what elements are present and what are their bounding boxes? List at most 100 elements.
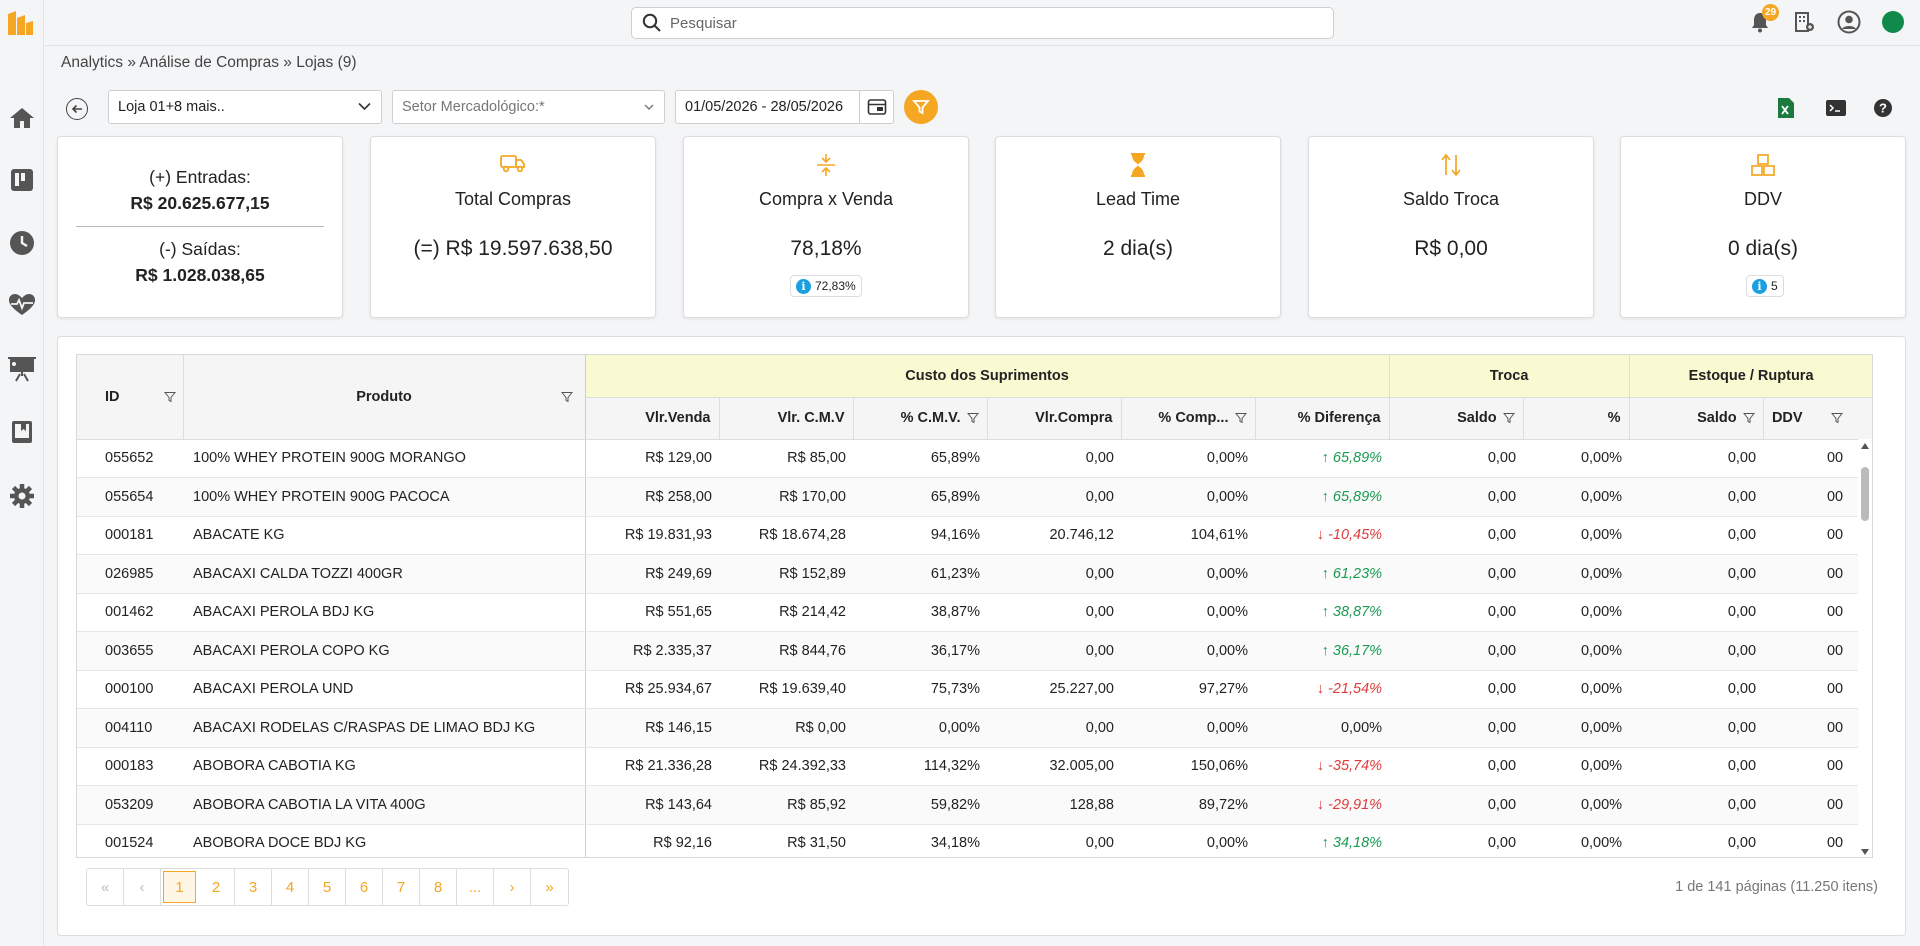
cell-pct-diferenca: ↑ 34,18% [1255, 824, 1390, 857]
filter-icon[interactable] [1502, 412, 1515, 424]
page-button[interactable]: 3 [235, 869, 272, 905]
cell-vlr-venda: R$ 258,00 [585, 477, 719, 517]
filter-icon[interactable] [163, 391, 176, 403]
table-row[interactable]: 001524 ABOBORA DOCE BDJ KG R$ 92,16 R$ 31,5… [77, 824, 1872, 857]
cell-vlr-compra: 0,00 [987, 631, 1121, 671]
scroll-up-arrow-icon[interactable] [1861, 443, 1869, 449]
chevron-down-icon [644, 104, 654, 110]
table-row[interactable]: 055652 100% WHEY PROTEIN 900G MORANGO R$ 1… [77, 439, 1872, 478]
help-icon[interactable]: ? [1872, 97, 1894, 119]
presentation-icon[interactable] [8, 355, 36, 383]
col-header-vlr-compra[interactable]: Vlr.Compra [987, 397, 1122, 440]
cell-troca-pct: 0,00% [1523, 747, 1630, 786]
building-icon[interactable] [1792, 9, 1818, 35]
page-button[interactable]: 2 [198, 869, 235, 905]
cell-troca-saldo: 0,00 [1389, 747, 1524, 786]
page-button[interactable]: 6 [346, 869, 383, 905]
card-compra-venda: Compra x Venda 78,18% i 72,83% [683, 136, 969, 318]
svg-text:?: ? [1879, 101, 1887, 116]
col-header-vlr-venda[interactable]: Vlr.Venda [585, 397, 720, 440]
clock-icon[interactable] [8, 229, 36, 257]
cell-vlr-compra: 128,88 [987, 785, 1121, 825]
cell-pct-cmv: 75,73% [853, 670, 987, 709]
next-page-button[interactable]: › [494, 869, 531, 905]
card-saldo-troca: Saldo Troca R$ 0,00 [1308, 136, 1594, 318]
cell-pct-comp: 150,06% [1121, 747, 1255, 786]
filter-icon[interactable] [1234, 412, 1247, 424]
cell-ddv: 00 [1763, 477, 1872, 517]
scroll-down-arrow-icon[interactable] [1861, 849, 1869, 855]
cell-id: 001462 [77, 593, 183, 632]
first-page-button[interactable]: « [87, 869, 124, 905]
table-row[interactable]: 053209 ABOBORA CABOTIA LA VITA 400G R$ 143… [77, 785, 1872, 825]
col-header-troca-pct[interactable]: % [1523, 397, 1630, 440]
table-row[interactable]: 000181 ABACATE KG R$ 19.831,93 R$ 18.674,28… [77, 516, 1872, 555]
store-select[interactable]: Loja 01+8 mais.. [108, 90, 382, 124]
date-range-field[interactable]: 01/05/2026 - 28/05/2026 [675, 90, 894, 124]
sector-select[interactable]: Setor Mercadológico:* [392, 90, 665, 124]
notifications-bell-icon[interactable]: 29 [1747, 4, 1779, 35]
table-row[interactable]: 004110 ABACAXI RODELAS C/RASPAS DE LIMAO … [77, 708, 1872, 748]
journal-icon[interactable] [8, 418, 36, 446]
page-button[interactable]: 8 [420, 869, 457, 905]
card-divider [76, 226, 324, 227]
scrollbar-thumb[interactable] [1861, 467, 1869, 521]
back-arrow-icon[interactable] [66, 98, 88, 120]
excel-export-icon[interactable] [1775, 97, 1797, 119]
page-button[interactable]: 1 [163, 871, 196, 903]
cell-vlr-venda: R$ 146,15 [585, 708, 719, 748]
page-ellipsis-button[interactable]: ... [457, 869, 494, 905]
col-header-ddv[interactable]: DDV [1763, 397, 1872, 440]
pagination-info: 1 de 141 páginas (11.250 itens) [1675, 879, 1878, 895]
page-button[interactable]: 5 [309, 869, 346, 905]
cell-vlr-compra: 0,00 [987, 439, 1121, 478]
table-row[interactable]: 026985 ABACAXI CALDA TOZZI 400GR R$ 249,69… [77, 554, 1872, 594]
filter-icon[interactable] [560, 391, 573, 403]
cell-produto: ABOBORA CABOTIA KG [183, 747, 586, 786]
table-row[interactable]: 001462 ABACAXI PEROLA BDJ KG R$ 551,65 R$ 2… [77, 593, 1872, 632]
page-button[interactable]: 7 [383, 869, 420, 905]
filter-icon[interactable] [1830, 412, 1843, 424]
col-header-vlr-cmv[interactable]: Vlr. C.M.V [719, 397, 854, 440]
search-box[interactable] [631, 7, 1334, 39]
user-account-icon[interactable] [1836, 9, 1862, 35]
col-header-pct-comp[interactable]: % Comp... [1121, 397, 1256, 440]
col-header-troca-saldo[interactable]: Saldo [1389, 397, 1524, 440]
cell-troca-pct: 0,00% [1523, 593, 1630, 632]
col-header-produto[interactable]: Produto [183, 355, 586, 440]
col-header-id[interactable]: ID [77, 355, 184, 440]
prev-page-button[interactable]: ‹ [124, 869, 161, 905]
cell-vlr-compra: 0,00 [987, 554, 1121, 594]
cell-vlr-cmv: R$ 85,92 [719, 785, 853, 825]
cell-id: 003655 [77, 631, 183, 671]
filter-icon[interactable] [1742, 412, 1755, 424]
heartbeat-icon[interactable] [8, 291, 36, 319]
kanban-icon[interactable] [8, 166, 36, 194]
cell-pct-cmv: 94,16% [853, 516, 987, 555]
terminal-icon[interactable] [1825, 97, 1847, 119]
page-button[interactable]: 4 [272, 869, 309, 905]
col-header-pct-cmv[interactable]: % C.M.V. [853, 397, 988, 440]
app-logo-icon[interactable] [6, 8, 34, 38]
cell-troca-saldo: 0,00 [1389, 554, 1524, 594]
search-input[interactable] [670, 14, 1333, 32]
calendar-icon[interactable] [859, 91, 893, 123]
table-row[interactable]: 000183 ABOBORA CABOTIA KG R$ 21.336,28 R$ 2… [77, 747, 1872, 786]
cell-pct-diferenca: ↓ -10,45% [1255, 516, 1390, 555]
table-row[interactable]: 055654 100% WHEY PROTEIN 900G PACOCA R$ 25… [77, 477, 1872, 517]
home-icon[interactable] [8, 104, 36, 132]
cell-pct-comp: 0,00% [1121, 477, 1255, 517]
settings-gear-icon[interactable] [8, 482, 36, 510]
cell-vlr-venda: R$ 92,16 [585, 824, 719, 857]
cell-vlr-cmv: R$ 24.392,33 [719, 747, 853, 786]
vertical-scrollbar[interactable] [1858, 439, 1872, 857]
col-header-estoque-saldo[interactable]: Saldo [1629, 397, 1764, 440]
col-header-pct-diferenca[interactable]: % Diferença [1255, 397, 1390, 440]
entradas-label: (+) Entradas: [149, 167, 251, 187]
table-row[interactable]: 000100 ABACAXI PEROLA UND R$ 25.934,67 R$ 1… [77, 670, 1872, 709]
table-row[interactable]: 003655 ABACAXI PEROLA COPO KG R$ 2.335,37 R… [77, 631, 1872, 671]
filter-icon[interactable] [966, 412, 979, 424]
col-header-estoque-saldo-label: Saldo [1697, 410, 1737, 426]
apply-filter-button[interactable] [904, 90, 938, 124]
last-page-button[interactable]: » [545, 878, 554, 896]
